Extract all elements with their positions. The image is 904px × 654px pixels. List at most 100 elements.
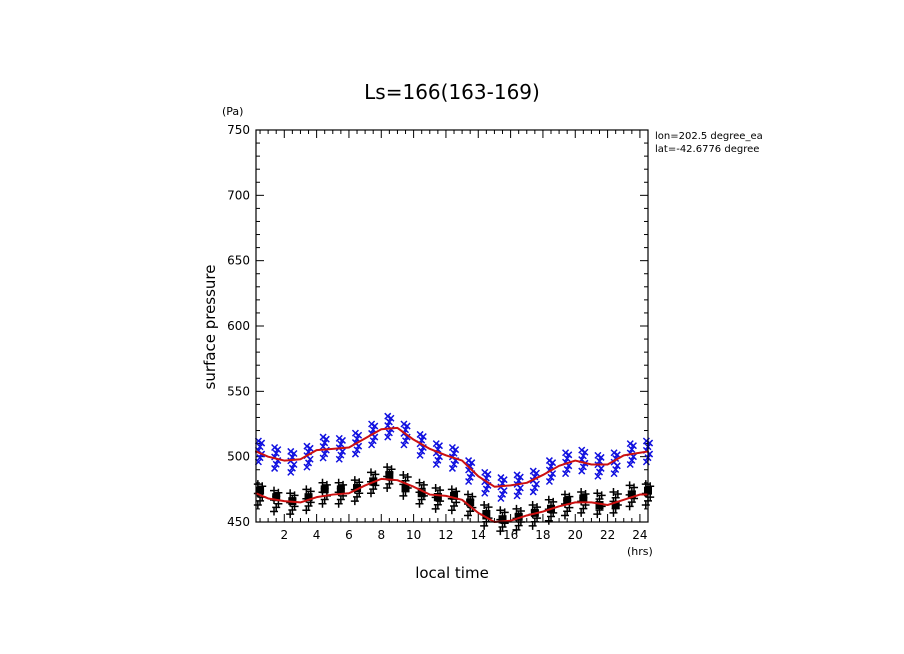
- x-marker: [274, 446, 282, 454]
- x-marker: [579, 463, 587, 471]
- x-marker: [432, 440, 440, 448]
- x-marker: [578, 446, 586, 454]
- x-tick-label: 4: [313, 528, 321, 542]
- square-marker: [498, 515, 507, 524]
- x-marker: [578, 467, 586, 475]
- x-marker: [256, 443, 264, 451]
- square-marker: [401, 484, 410, 493]
- data-marks: [253, 412, 655, 536]
- plus-marker: [366, 489, 375, 498]
- plus-marker: [286, 510, 295, 519]
- x-marker: [416, 451, 424, 459]
- square-marker: [353, 484, 362, 493]
- x-marker: [513, 471, 521, 479]
- plus-marker: [484, 503, 493, 512]
- x-marker: [432, 460, 440, 469]
- x-marker: [595, 468, 604, 476]
- plus-marker: [371, 470, 380, 479]
- plus-marker: [350, 476, 359, 485]
- plot-frame: [255, 129, 649, 523]
- x-marker: [369, 437, 377, 445]
- y-tick-label: 600: [227, 319, 250, 333]
- plus-marker: [419, 480, 428, 489]
- plus-marker: [593, 510, 602, 519]
- x-marker: [481, 489, 489, 497]
- square-marker: [450, 491, 459, 500]
- series-line: [255, 477, 649, 523]
- x-marker: [400, 420, 408, 428]
- x-marker: [482, 485, 490, 493]
- square-marker: [579, 494, 588, 503]
- plus-marker: [350, 497, 359, 506]
- plus-marker: [609, 487, 618, 496]
- x-marker: [368, 420, 376, 428]
- plus-marker: [496, 506, 505, 515]
- x-marker: [371, 422, 379, 430]
- x-marker: [353, 446, 361, 454]
- x-tick-labels: 2 4 6 8 10 12 14 16 18 20 22 24: [280, 528, 647, 542]
- plus-marker: [415, 499, 424, 508]
- x-marker: [497, 474, 505, 482]
- x-marker: [306, 444, 314, 452]
- x-tick-label: 16: [503, 528, 518, 542]
- plus-marker: [383, 484, 392, 493]
- x-marker: [497, 494, 505, 503]
- x-marker: [545, 477, 553, 486]
- x-tick-label: 24: [632, 528, 647, 542]
- x-marker: [290, 450, 298, 458]
- x-marker: [563, 465, 571, 474]
- series-line: [255, 426, 649, 488]
- plus-marker: [577, 508, 586, 517]
- y-tick-label: 700: [227, 188, 250, 202]
- x-marker: [595, 457, 604, 465]
- x-marker: [629, 442, 637, 450]
- plus-marker: [528, 501, 537, 510]
- square-marker: [336, 485, 345, 494]
- x-marker: [305, 459, 313, 467]
- plus-marker: [613, 490, 622, 499]
- x-marker: [626, 440, 634, 448]
- x-marker: [565, 451, 573, 459]
- x-marker: [452, 446, 460, 454]
- x-marker: [515, 488, 523, 496]
- square-marker: [256, 486, 265, 495]
- square-marker: [595, 501, 604, 510]
- x-marker: [562, 449, 570, 457]
- plus-marker: [253, 501, 262, 510]
- square-marker: [563, 497, 572, 506]
- x-marker: [468, 459, 476, 467]
- x-marker: [545, 457, 553, 465]
- plus-marker: [609, 508, 618, 517]
- y-tick-labels: 450 500 550 600 650 700 750: [227, 123, 250, 529]
- plus-marker: [286, 489, 295, 498]
- plus-marker: [544, 495, 553, 504]
- x-tick-label: 18: [535, 528, 550, 542]
- x-marker: [549, 459, 557, 467]
- x-marker: [610, 470, 618, 478]
- square-marker: [466, 498, 475, 507]
- y-tick-label: 450: [227, 515, 250, 529]
- plus-marker: [560, 511, 569, 520]
- x-marker: [581, 448, 589, 456]
- plus-marker: [597, 491, 606, 500]
- plus-marker: [383, 463, 392, 472]
- x-marker: [387, 414, 395, 422]
- plus-marker: [480, 501, 489, 510]
- x-marker: [532, 469, 540, 477]
- x-marker: [351, 450, 359, 458]
- x-marker: [288, 464, 296, 472]
- square-marker: [514, 512, 523, 521]
- x-marker: [500, 476, 508, 484]
- x-marker: [287, 468, 295, 476]
- square-marker: [611, 501, 620, 510]
- x-marker: [416, 430, 424, 438]
- plus-marker: [366, 468, 375, 477]
- plus-marker: [544, 516, 553, 525]
- x-marker: [594, 451, 602, 459]
- plus-marker: [625, 502, 634, 511]
- plus-marker: [436, 486, 445, 495]
- plus-marker: [480, 521, 489, 530]
- x-marker: [450, 449, 458, 457]
- x-marker: [337, 440, 345, 448]
- y-axis-label: surface pressure: [201, 265, 219, 390]
